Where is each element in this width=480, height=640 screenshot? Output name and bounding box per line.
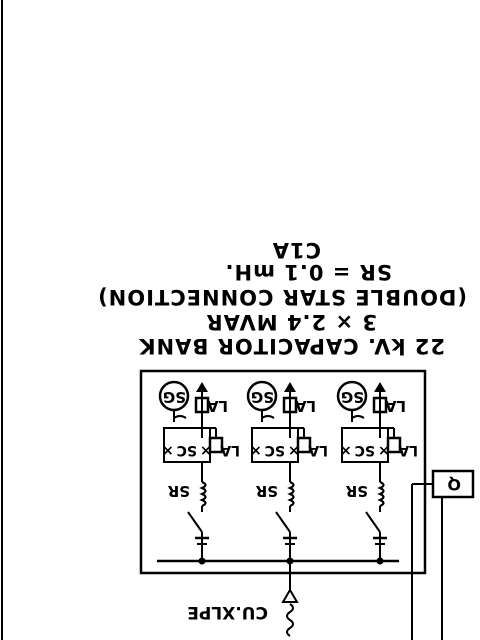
sr-coil-icon bbox=[199, 480, 207, 508]
la-top-label: LA bbox=[384, 397, 406, 415]
la-top-arrow-icon bbox=[284, 382, 296, 392]
cross-mark-right: × bbox=[378, 443, 390, 459]
switch-blade bbox=[275, 511, 291, 533]
cable-label: CU.XLPE bbox=[187, 602, 268, 622]
sr-label: SR bbox=[345, 482, 368, 500]
cross-mark-left: × bbox=[340, 443, 352, 459]
sc-label: SC bbox=[354, 442, 375, 458]
sr-label: SR bbox=[167, 482, 190, 500]
bus-node bbox=[286, 557, 294, 565]
cable-wave-icon bbox=[286, 603, 294, 637]
switch-blade bbox=[187, 511, 203, 533]
sg-label: SG bbox=[162, 388, 186, 406]
la-top-box bbox=[282, 396, 298, 414]
sg-coil bbox=[173, 415, 187, 419]
switch-blade bbox=[365, 511, 381, 533]
cross-mark-right: × bbox=[200, 443, 212, 459]
la-top-label: LA bbox=[294, 397, 316, 415]
la-mid-label: LA bbox=[398, 442, 418, 458]
sr-coil-icon bbox=[287, 480, 295, 508]
bus-node bbox=[376, 557, 384, 565]
sr-label: SR bbox=[255, 482, 278, 500]
la-top-label: LA bbox=[206, 397, 228, 415]
sg-label: SG bbox=[250, 388, 274, 406]
enclosure-box bbox=[139, 369, 427, 575]
cross-mark-left: × bbox=[250, 443, 262, 459]
cross-mark-right: × bbox=[288, 443, 300, 459]
sc-label: SC bbox=[176, 442, 197, 458]
feeder-arrow bbox=[281, 588, 299, 603]
sg-coil bbox=[351, 415, 365, 419]
la-mid-label: LA bbox=[308, 442, 328, 458]
la-top-box bbox=[372, 396, 388, 414]
la-top-arrow-icon bbox=[196, 382, 208, 392]
relay-label: Q bbox=[447, 475, 461, 494]
bus-node bbox=[198, 557, 206, 565]
sg-coil bbox=[261, 415, 275, 419]
title-connection: (DOUBLE STAR CONNECTION) bbox=[97, 285, 467, 309]
sr-coil-icon bbox=[377, 480, 385, 508]
title-reactor: SR = 0.1 mH. bbox=[224, 260, 392, 284]
title-name: C1A bbox=[271, 238, 321, 262]
la-top-box bbox=[194, 396, 210, 414]
sc-label: SC bbox=[264, 442, 285, 458]
la-top-arrow-icon bbox=[374, 382, 386, 392]
sg-label: SG bbox=[340, 388, 364, 406]
cross-mark-left: × bbox=[162, 443, 174, 459]
title-bank: 22 kV. CAPACITOR BANK bbox=[138, 334, 445, 358]
title-rating: 3 × 2.4 MVAR bbox=[205, 310, 378, 334]
la-mid-label: LA bbox=[220, 442, 240, 458]
